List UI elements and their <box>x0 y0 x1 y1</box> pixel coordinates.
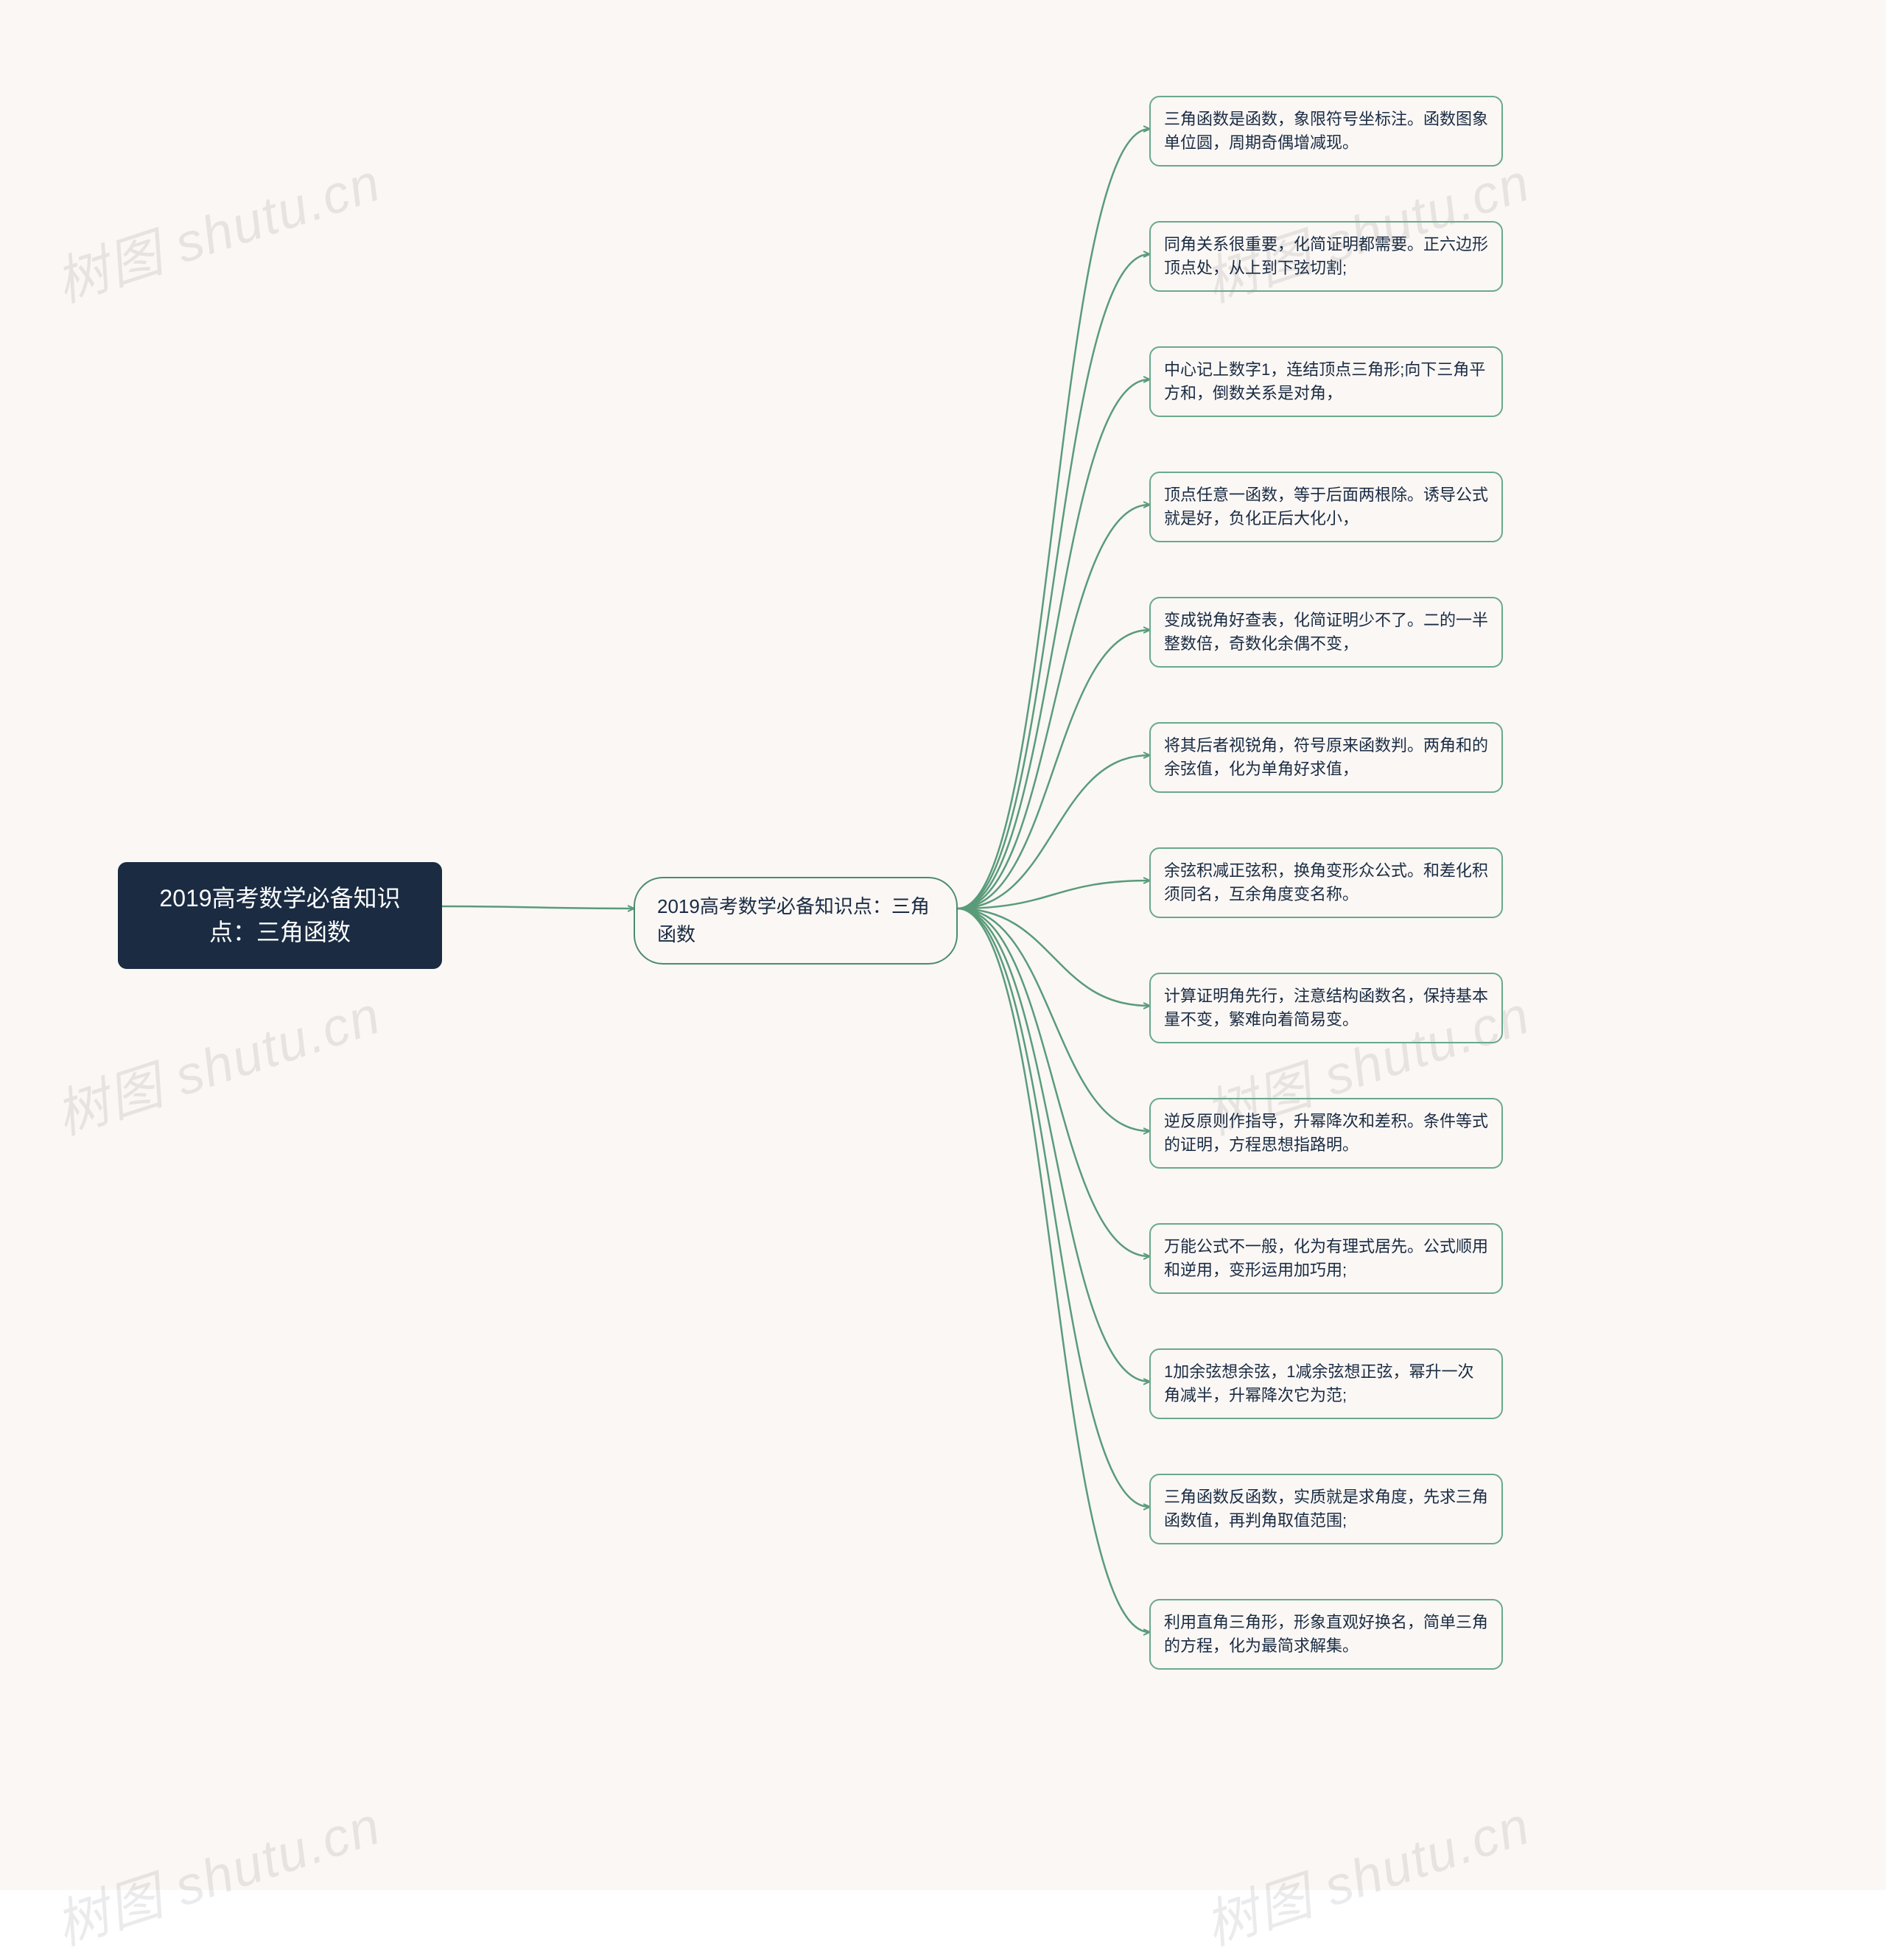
root-label: 2019高考数学必备知识点：三角函数 <box>140 881 420 950</box>
leaf-node[interactable]: 余弦积减正弦积，换角变形众公式。和差化积须同名，互余角度变名称。 <box>1149 847 1503 918</box>
leaf-node[interactable]: 逆反原则作指导，升幂降次和差积。条件等式的证明，方程思想指路明。 <box>1149 1098 1503 1169</box>
leaf-label: 顶点任意一函数，等于后面两根除。诱导公式就是好，负化正后大化小， <box>1164 483 1488 531</box>
leaf-node[interactable]: 利用直角三角形，形象直观好换名，简单三角的方程，化为最简求解集。 <box>1149 1599 1503 1670</box>
leaf-node[interactable]: 顶点任意一函数，等于后面两根除。诱导公式就是好，负化正后大化小， <box>1149 472 1503 542</box>
leaf-label: 变成锐角好查表，化简证明少不了。二的一半整数倍，奇数化余偶不变， <box>1164 609 1488 656</box>
root-node[interactable]: 2019高考数学必备知识点：三角函数 <box>118 862 442 969</box>
leaf-node[interactable]: 万能公式不一般，化为有理式居先。公式顺用和逆用，变形运用加巧用; <box>1149 1223 1503 1294</box>
leaf-node[interactable]: 将其后者视锐角，符号原来函数判。两角和的余弦值，化为单角好求值， <box>1149 722 1503 793</box>
leaf-label: 三角函数是函数，象限符号坐标注。函数图象单位圆，周期奇偶增减现。 <box>1164 108 1488 155</box>
mid-label: 2019高考数学必备知识点：三角函数 <box>657 893 934 948</box>
leaf-label: 万能公式不一般，化为有理式居先。公式顺用和逆用，变形运用加巧用; <box>1164 1235 1488 1282</box>
leaf-node[interactable]: 计算证明角先行，注意结构函数名，保持基本量不变，繁难向着简易变。 <box>1149 973 1503 1043</box>
leaf-label: 逆反原则作指导，升幂降次和差积。条件等式的证明，方程思想指路明。 <box>1164 1110 1488 1157</box>
leaf-node[interactable]: 变成锐角好查表，化简证明少不了。二的一半整数倍，奇数化余偶不变， <box>1149 597 1503 668</box>
leaf-node[interactable]: 同角关系很重要，化简证明都需要。正六边形顶点处，从上到下弦切割; <box>1149 221 1503 292</box>
leaf-label: 三角函数反函数，实质就是求角度，先求三角函数值，再判角取值范围; <box>1164 1485 1488 1533</box>
mindmap-canvas: 树图 shutu.cn树图 shutu.cn树图 shutu.cn树图 shut… <box>0 0 1886 1890</box>
leaf-node[interactable]: 中心记上数字1，连结顶点三角形;向下三角平方和，倒数关系是对角， <box>1149 346 1503 417</box>
leaf-label: 将其后者视锐角，符号原来函数判。两角和的余弦值，化为单角好求值， <box>1164 734 1488 781</box>
leaf-label: 同角关系很重要，化简证明都需要。正六边形顶点处，从上到下弦切割; <box>1164 233 1488 280</box>
leaf-label: 中心记上数字1，连结顶点三角形;向下三角平方和，倒数关系是对角， <box>1164 358 1488 405</box>
leaf-node[interactable]: 三角函数反函数，实质就是求角度，先求三角函数值，再判角取值范围; <box>1149 1474 1503 1544</box>
leaf-label: 利用直角三角形，形象直观好换名，简单三角的方程，化为最简求解集。 <box>1164 1611 1488 1658</box>
leaf-node[interactable]: 1加余弦想余弦，1减余弦想正弦，幂升一次角减半，升幂降次它为范; <box>1149 1348 1503 1419</box>
leaf-label: 1加余弦想余弦，1减余弦想正弦，幂升一次角减半，升幂降次它为范; <box>1164 1360 1488 1407</box>
leaf-label: 计算证明角先行，注意结构函数名，保持基本量不变，繁难向着简易变。 <box>1164 984 1488 1032</box>
leaf-label: 余弦积减正弦积，换角变形众公式。和差化积须同名，互余角度变名称。 <box>1164 859 1488 906</box>
mid-node[interactable]: 2019高考数学必备知识点：三角函数 <box>634 877 958 965</box>
leaf-node[interactable]: 三角函数是函数，象限符号坐标注。函数图象单位圆，周期奇偶增减现。 <box>1149 96 1503 167</box>
